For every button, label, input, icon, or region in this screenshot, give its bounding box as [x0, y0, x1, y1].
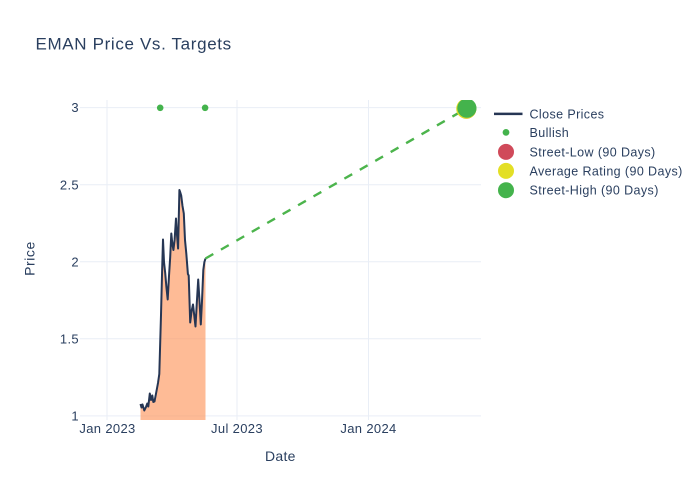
svg-text:3: 3	[71, 100, 79, 115]
svg-text:Close Prices: Close Prices	[530, 107, 605, 121]
svg-text:Date: Date	[265, 448, 296, 464]
svg-text:2: 2	[71, 254, 79, 269]
svg-text:EMAN Price Vs. Targets: EMAN Price Vs. Targets	[36, 35, 232, 54]
svg-text:Bullish: Bullish	[530, 126, 570, 140]
svg-text:Street-Low (90 Days): Street-Low (90 Days)	[530, 145, 656, 159]
svg-text:Jul 2023: Jul 2023	[211, 421, 263, 436]
svg-text:Jan 2024: Jan 2024	[340, 421, 396, 436]
svg-text:2.5: 2.5	[60, 177, 79, 192]
svg-text:Street-High (90 Days): Street-High (90 Days)	[530, 184, 659, 198]
svg-text:Jan 2023: Jan 2023	[79, 421, 135, 436]
svg-text:1.5: 1.5	[60, 331, 79, 346]
svg-text:Price: Price	[21, 241, 37, 276]
svg-text:1: 1	[71, 409, 79, 424]
svg-text:Average Rating (90 Days): Average Rating (90 Days)	[530, 164, 683, 178]
